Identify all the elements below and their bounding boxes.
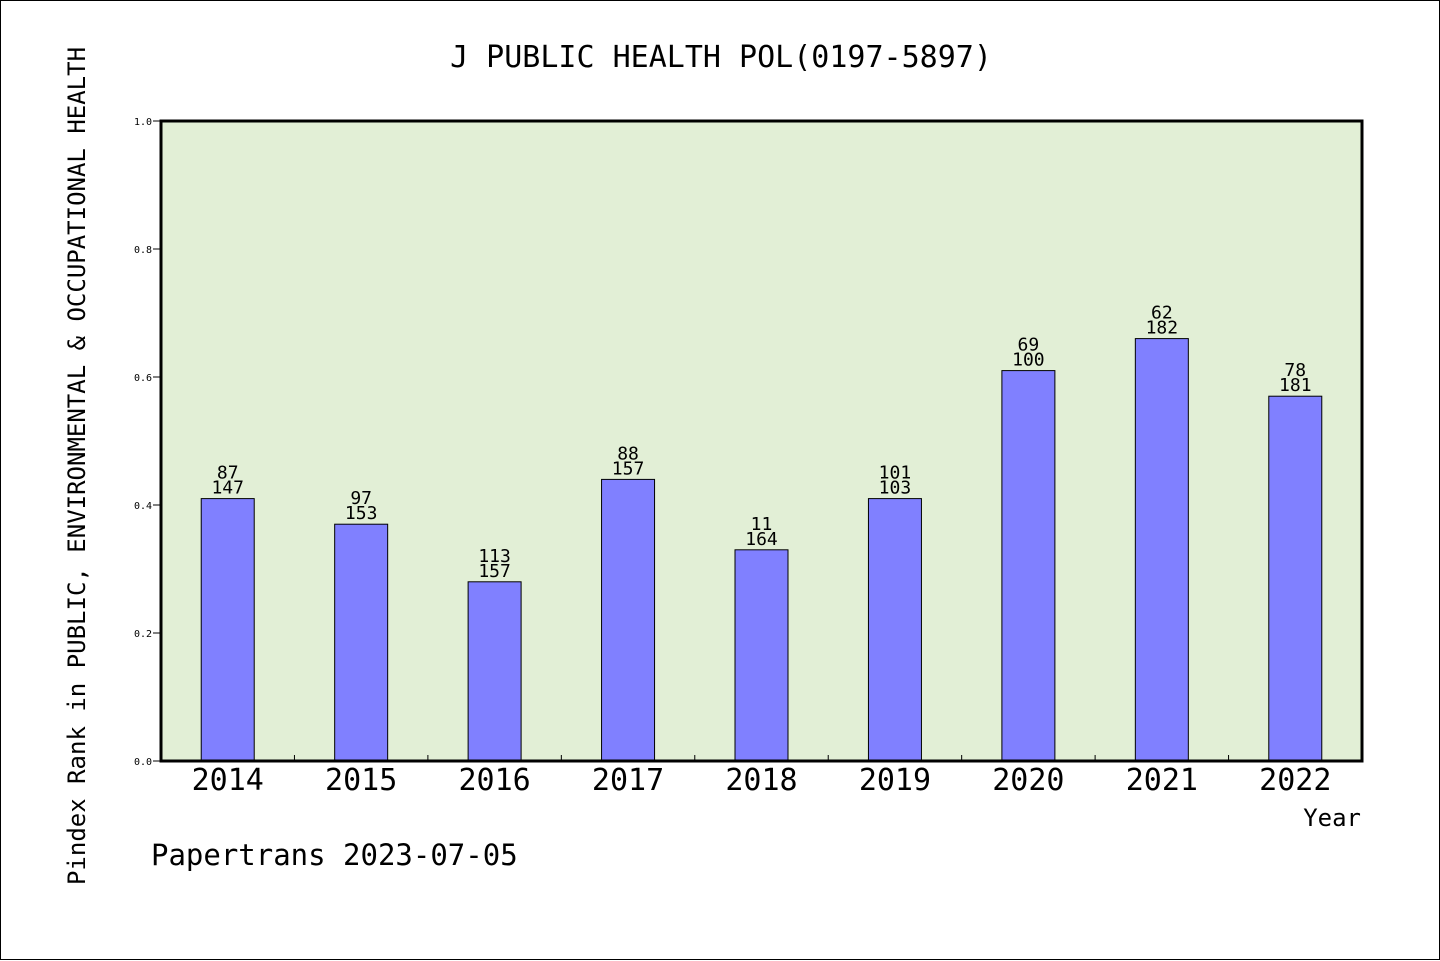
data-label-top: 62: [1151, 303, 1173, 324]
data-label-top: 69: [1018, 335, 1040, 356]
x-tick-label: 2015: [325, 763, 397, 798]
data-label-top: 11: [751, 514, 773, 535]
x-tick-label: 2021: [1126, 763, 1198, 798]
bar-2021: [1134, 338, 1189, 762]
bar-2014: [200, 498, 255, 762]
bar-2017: [601, 478, 656, 762]
data-labels: 8714797153113157881571116410110369100621…: [211, 303, 1311, 582]
data-label-top: 88: [617, 443, 639, 464]
x-tick-label: 2022: [1259, 763, 1331, 798]
x-tick-label: 2017: [592, 763, 664, 798]
data-label-bottom: 147: [211, 478, 244, 499]
y-tick-label: 1.0: [134, 117, 152, 128]
y-tick-label: 0.0: [134, 757, 152, 768]
x-tick-label: 2019: [859, 763, 931, 798]
x-tick-label: 2014: [192, 763, 264, 798]
x-tick-label: 2018: [725, 763, 797, 798]
data-label-bottom: 157: [612, 458, 645, 479]
data-label-bottom: 103: [879, 478, 912, 499]
y-tick-label: 0.8: [134, 245, 152, 256]
x-tick-label: 2020: [992, 763, 1064, 798]
x-tick-label: 2016: [458, 763, 530, 798]
data-label-bottom: 100: [1012, 350, 1045, 371]
y-axis: 0.0 0.2 0.4 0.6 0.8 1.0: [134, 117, 161, 768]
plot-border: [159, 119, 1364, 763]
data-label-top: 97: [350, 488, 372, 509]
data-label-bottom: 157: [478, 561, 511, 582]
bar-2015: [334, 523, 389, 762]
data-label-bottom: 153: [345, 503, 378, 524]
bar-2020: [1001, 370, 1056, 762]
data-label-bottom: 164: [745, 529, 778, 550]
bar-2022: [1268, 395, 1323, 762]
chart-title: J PUBLIC HEALTH POL(0197-5897): [450, 40, 992, 75]
data-label-top: 87: [217, 463, 239, 484]
data-label-top: 78: [1284, 360, 1306, 381]
bar-series: [200, 338, 1323, 762]
y-tick-label: 0.4: [134, 501, 152, 512]
x-axis: 2014 2015 2016 2017 2018 2019 2020 2021 2022: [192, 755, 1331, 798]
bar-2018: [734, 549, 789, 762]
y-tick-label: 0.2: [134, 629, 152, 640]
bar-2019: [867, 498, 922, 762]
bar-2016: [467, 581, 522, 762]
x-axis-label: Year: [1303, 804, 1361, 832]
data-label-bottom: 181: [1279, 375, 1312, 396]
data-label-bottom: 182: [1146, 318, 1179, 339]
data-label-top: 101: [879, 463, 912, 484]
data-label-top: 113: [478, 546, 511, 567]
y-axis-label: Pindex Rank in PUBLIC, ENVIRONMENTAL & O…: [63, 47, 91, 885]
footer-text: Papertrans 2023-07-05: [151, 838, 518, 872]
y-tick-label: 0.6: [134, 373, 152, 384]
